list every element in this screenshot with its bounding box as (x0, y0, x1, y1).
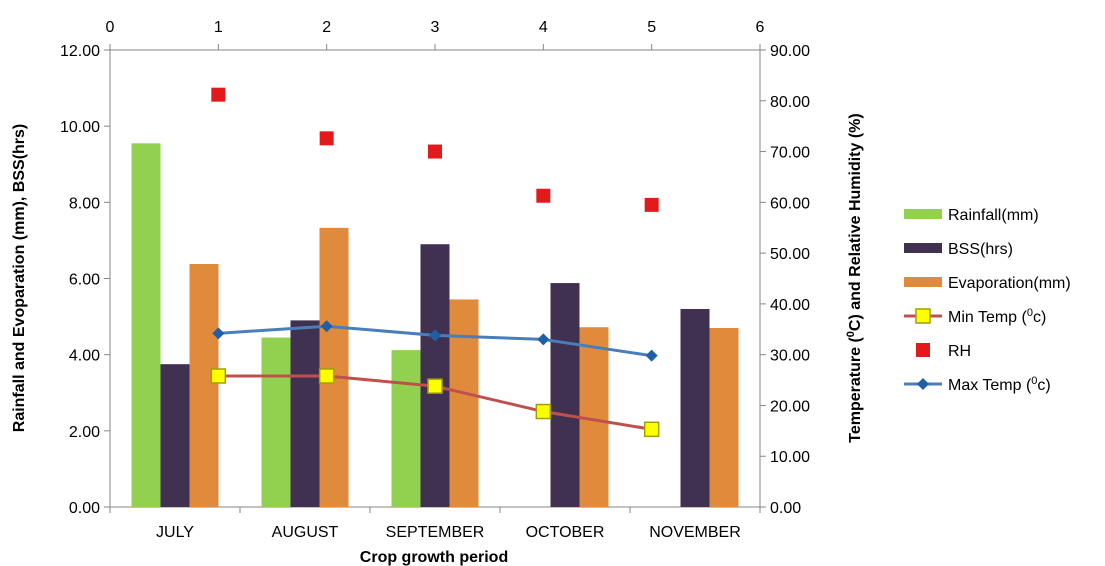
bar-bss-hrs (420, 244, 450, 507)
y-left-tick-label: 10.00 (60, 119, 100, 136)
legend-label-bss-hrs: BSS(hrs) (948, 241, 1013, 258)
ticks-layer: 0.00 2.00 4.00 6.00 8.00 10.00 12.00 0.00 10.00 2… (60, 19, 810, 541)
x-top-tick-label: 4 (539, 19, 548, 36)
marker-rh (536, 188, 551, 203)
legend-label-text: Max Temp ( (948, 377, 1032, 394)
x-top-tick-label: 6 (756, 19, 765, 36)
bars-layer (131, 143, 739, 507)
y-right-tick-label: 50.00 (770, 246, 810, 263)
y-left-tick-label: 8.00 (69, 195, 100, 212)
x-top-tick-label: 0 (106, 19, 115, 36)
x-top-tick-label: 2 (322, 19, 331, 36)
legend-swatch-rainfall-mm (904, 209, 942, 219)
bar-bss-hrs (160, 364, 190, 507)
y-left-tick-label: 2.00 (69, 424, 100, 441)
bar-rainfall-mm (391, 350, 421, 507)
y-right-title-part-2: C) and Relative Humidity (%) (847, 113, 864, 331)
legend-label-evaporation-mm: Evaporation(mm) (948, 275, 1071, 292)
legend-label-text: Min Temp ( (948, 309, 1028, 326)
marker-min-temp-c (318, 368, 335, 384)
marker-max-temp-c (429, 329, 441, 342)
legend-swatch-bss-hrs (904, 243, 942, 253)
y-left-axis-title: Rainfall and Evoparation (mm), BSS(hrs) (11, 124, 28, 432)
y-right-tick-label: 40.00 (770, 297, 810, 314)
x-axis-title: Crop growth period (360, 549, 508, 566)
x-top-tick-label: 5 (647, 19, 656, 36)
legend-label-text: c) (1033, 309, 1046, 326)
legend-label-rainfall-mm: Rainfall(mm) (948, 207, 1039, 224)
marker-rh (319, 131, 334, 146)
bar-bss-hrs (680, 308, 710, 507)
y-left-tick-label: 6.00 (69, 272, 100, 289)
marker-rh (644, 197, 659, 212)
marker-min-temp-c (535, 403, 552, 420)
legend-label-min-temp-c: Min Temp (0c) (948, 307, 1046, 326)
y-right-tick-label: 20.00 (770, 398, 810, 415)
marker-rh (428, 144, 442, 159)
x-category-label: AUGUST (272, 524, 339, 541)
marker-max-temp-c (537, 333, 550, 346)
legend-label-superscript: 0 (1031, 375, 1037, 387)
y-right-tick-label: 90.00 (770, 43, 810, 60)
y-right-tick-label: 80.00 (770, 94, 810, 111)
y-right-tick-label: 10.00 (770, 449, 810, 466)
bar-evaporation-mm (319, 227, 349, 507)
lines-layer (210, 87, 660, 438)
y-right-tick-label: 60.00 (770, 195, 810, 212)
y-left-tick-label: 0.00 (69, 500, 100, 517)
marker-max-temp-c (645, 349, 658, 362)
legend-swatch-evaporation-mm (904, 277, 942, 287)
y-right-axis-title: Temperature (0C) and Relative Humidity (… (845, 113, 864, 442)
legend-marker-min-temp-c (915, 308, 931, 324)
y-right-tick-label: 0.00 (770, 500, 801, 517)
legend: Rainfall(mm) BSS(hrs) Evaporation(mm) Min T… (904, 207, 1071, 394)
x-top-tick-label: 3 (431, 19, 440, 36)
marker-min-temp-c (643, 421, 660, 438)
marker-min-temp-c (427, 378, 443, 394)
marker-rh (211, 87, 226, 102)
y-right-tick-label: 30.00 (770, 348, 810, 365)
x-top-tick-label: 1 (214, 19, 223, 36)
bar-evaporation-mm (189, 264, 219, 507)
x-category-label: SEPTEMBER (386, 524, 485, 541)
legend-label-max-temp-c: Max Temp (0c) (948, 375, 1051, 394)
bar-bss-hrs (550, 283, 580, 507)
x-category-label: OCTOBER (526, 524, 605, 541)
y-right-title-part-1: Temperature ( (847, 337, 864, 443)
legend-marker-max-temp-c (917, 378, 929, 390)
marker-max-temp-c (320, 320, 333, 333)
y-right-title-superscript: 0 (845, 331, 857, 337)
y-left-tick-label: 12.00 (60, 43, 100, 60)
bar-bss-hrs (290, 320, 320, 507)
bar-evaporation-mm (449, 299, 479, 507)
legend-marker-rh (916, 343, 930, 357)
legend-label-text: c) (1037, 377, 1050, 394)
legend-label-superscript: 0 (1027, 307, 1033, 319)
bar-evaporation-mm (709, 328, 739, 507)
marker-min-temp-c (210, 368, 227, 384)
bar-rainfall-mm (261, 337, 291, 507)
x-category-label: JULY (156, 524, 194, 541)
x-category-label: NOVEMBER (649, 524, 741, 541)
bar-rainfall-mm (131, 143, 161, 507)
marker-max-temp-c (212, 327, 225, 340)
legend-label-rh: RH (948, 343, 971, 360)
y-left-tick-label: 4.00 (69, 348, 100, 365)
y-right-tick-label: 70.00 (770, 145, 810, 162)
